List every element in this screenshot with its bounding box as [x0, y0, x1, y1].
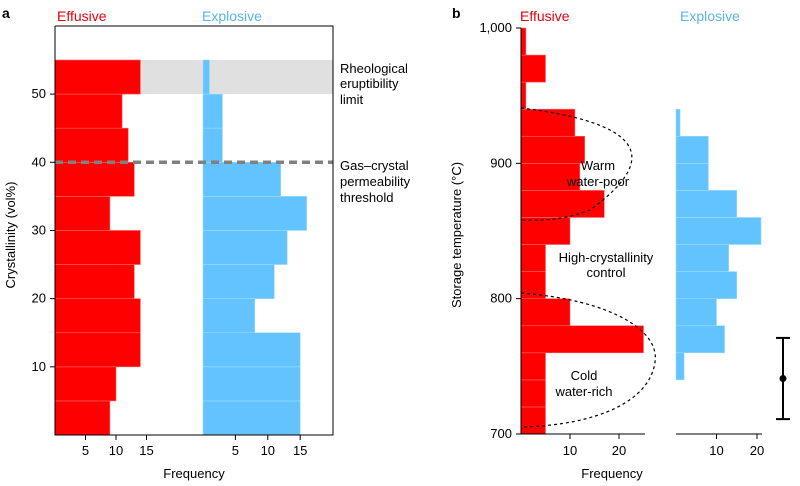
- histogram-bar: [520, 406, 546, 435]
- x-tick-label: 20: [750, 443, 764, 458]
- x-tick-label: 15: [139, 443, 153, 458]
- histogram-bar: [675, 190, 738, 218]
- y-tick-label: 50: [32, 86, 46, 101]
- region-label-line: water-rich: [554, 384, 612, 399]
- annotation-line: threshold: [340, 190, 393, 205]
- error-bar-center-point: [779, 375, 787, 383]
- histogram-bar: [54, 366, 117, 402]
- x-tick-label: 10: [109, 443, 123, 458]
- y-tick-label: 800: [490, 291, 512, 306]
- histogram-bar: [54, 332, 141, 368]
- y-tick-label: 10: [32, 359, 46, 374]
- panel-b-explosive-legend: Explosive: [680, 8, 740, 24]
- region-label-line: Warm: [581, 158, 615, 173]
- x-tick-label: 5: [232, 443, 239, 458]
- x-tick-label: 10: [563, 443, 577, 458]
- panel-a-effusive-legend: Effusive: [57, 8, 107, 24]
- region-label-line: Cold: [571, 368, 598, 383]
- x-tick-label: 10: [709, 443, 723, 458]
- histogram-bar: [520, 379, 546, 408]
- warm-water-poor-curve: [520, 107, 633, 221]
- annotation-line: permeability: [340, 174, 411, 189]
- histogram-bar: [202, 230, 288, 265]
- histogram-bar: [675, 271, 738, 299]
- histogram-bar: [54, 93, 123, 129]
- y-tick-label: 700: [490, 426, 512, 441]
- panel-b-x-axis-title: Frequency: [581, 466, 643, 481]
- y-tick-label: 1,000: [479, 20, 512, 35]
- histogram-bar: [202, 264, 275, 299]
- histogram-bar: [202, 332, 301, 368]
- histogram-bar: [520, 190, 605, 218]
- cold-water-rich-label: Cold water-rich: [554, 368, 612, 399]
- high-crystallinity-label: High-crystallinity control: [559, 250, 654, 280]
- histogram-bar: [675, 135, 709, 164]
- histogram-bar: [202, 93, 223, 129]
- histogram-bar: [520, 352, 546, 381]
- histogram-bar: [520, 217, 571, 245]
- x-tick-label: 10: [261, 443, 275, 458]
- annotation-line: eruptibility: [340, 76, 399, 91]
- histogram-bar: [54, 230, 141, 265]
- histogram-bar: [54, 264, 135, 299]
- histogram-bar: [520, 298, 571, 327]
- histogram-bar: [54, 59, 141, 95]
- panel-a-letter: a: [2, 5, 10, 21]
- y-tick-label: 20: [32, 291, 46, 306]
- histogram-bar: [675, 325, 725, 354]
- panel-b: b Effusive Explosive 700 800 900 1,000 10 20 1…: [449, 5, 790, 481]
- histogram-bar: [54, 127, 129, 163]
- histogram-bar: [675, 108, 681, 137]
- panel-a-explosive-legend: Explosive: [202, 8, 262, 24]
- annotation-line: Rheological: [340, 61, 408, 76]
- histogram-bar: [520, 54, 546, 83]
- y-tick-label: 40: [32, 154, 46, 169]
- histogram-bar: [520, 325, 644, 354]
- histogram-bar: [202, 59, 210, 95]
- permeability-threshold-annotation: Gas–crystal permeability threshold: [340, 158, 411, 205]
- panel-a-x-axis-title: Frequency: [163, 466, 225, 481]
- histogram-bar: [675, 217, 762, 245]
- panel-b-effusive-legend: Effusive: [520, 8, 570, 24]
- histogram-bar: [520, 81, 527, 110]
- histogram-bar: [54, 298, 141, 334]
- region-label-line: water-poor: [566, 174, 630, 189]
- annotation-line: limit: [340, 92, 363, 107]
- histogram-bar: [202, 298, 256, 334]
- region-label-line: High-crystallinity: [559, 250, 654, 265]
- region-label-line: control: [586, 265, 625, 280]
- histogram-bar: [202, 400, 301, 436]
- panel-b-y-axis-title: Storage temperature (°C): [449, 162, 464, 308]
- y-tick-label: 900: [490, 155, 512, 170]
- histogram-bar: [54, 400, 111, 436]
- histogram-bar: [202, 161, 282, 197]
- histogram-bar: [520, 135, 586, 164]
- histogram-bar: [54, 196, 111, 231]
- histogram-bar: [520, 108, 576, 137]
- histogram-bar: [675, 244, 729, 272]
- panel-a: a Effusive Explosive 10 20 30 40 50 5 10 15 5 10 1…: [2, 5, 411, 481]
- cold-water-rich-curve: [520, 292, 656, 428]
- histogram-bar: [520, 27, 527, 56]
- histogram-bar: [520, 244, 546, 272]
- annotation-line: Gas–crystal: [340, 158, 409, 173]
- x-tick-label: 20: [612, 443, 626, 458]
- panel-b-letter: b: [452, 5, 461, 21]
- histogram-bar: [202, 127, 223, 163]
- histogram-bar: [675, 352, 685, 381]
- x-tick-label: 5: [82, 443, 89, 458]
- panel-a-y-axis-title: Crystallinity (vol%): [3, 182, 18, 289]
- histogram-bar: [202, 196, 307, 231]
- rheological-limit-annotation: Rheological eruptibility limit: [340, 61, 408, 107]
- histogram-bar: [54, 161, 135, 197]
- histogram-bar: [675, 298, 717, 327]
- y-tick-label: 30: [32, 222, 46, 237]
- x-tick-label: 15: [293, 443, 307, 458]
- warm-water-poor-label: Warm water-poor: [566, 158, 630, 189]
- histogram-bar: [202, 366, 301, 402]
- histogram-bar: [675, 163, 709, 191]
